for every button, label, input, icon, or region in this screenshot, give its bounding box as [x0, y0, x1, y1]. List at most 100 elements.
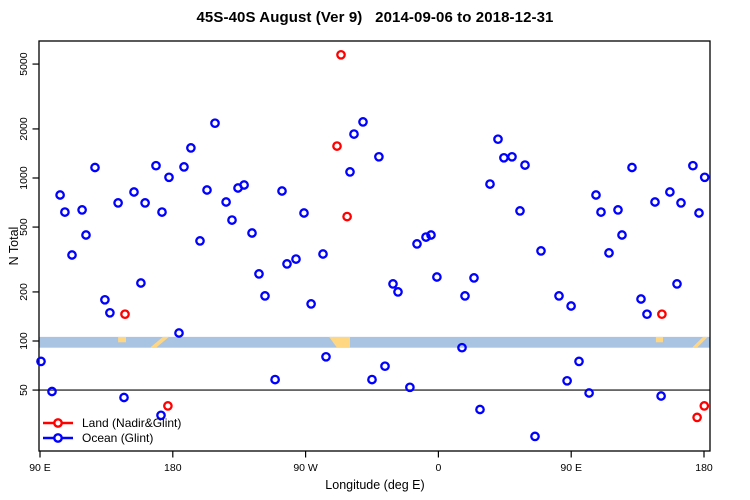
ocean-point: [665, 187, 675, 197]
ocean-point: [195, 236, 205, 246]
legend-label-land: Land (Nadir&Glint): [82, 415, 182, 430]
ocean-point: [210, 118, 220, 129]
ocean-point: [260, 291, 270, 301]
ocean-point: [656, 391, 666, 401]
ocean-point: [156, 410, 166, 421]
land-point: [332, 141, 342, 151]
ocean-point: [367, 374, 377, 385]
ocean-point: [405, 382, 415, 393]
ocean-point: [136, 278, 146, 288]
ocean-point: [277, 186, 287, 196]
legend-item-ocean: Ocean (Glint): [41, 430, 181, 445]
ocean-point: [113, 198, 123, 208]
ocean-point: [688, 160, 698, 171]
x-tick-label: 180: [164, 462, 182, 474]
legend: Land (Nadir&Glint) Ocean (Glint): [41, 415, 181, 445]
ocean-point: [164, 172, 174, 183]
y-tick-label: 2000: [18, 117, 30, 141]
ocean-point: [475, 404, 485, 415]
ocean-point: [672, 279, 682, 289]
land-point: [163, 401, 173, 411]
land-patch: [691, 336, 708, 348]
ocean-point: [393, 287, 403, 297]
ocean-point: [574, 356, 584, 367]
ocean-point: [596, 207, 606, 217]
ocean-point: [617, 230, 627, 240]
ocean-point: [699, 172, 710, 183]
ocean-point: [676, 198, 686, 208]
ocean-point: [388, 279, 398, 289]
ocean-point: [493, 134, 503, 145]
ocean-point: [507, 151, 517, 162]
land-patch: [329, 336, 350, 348]
ocean-point: [81, 230, 91, 240]
ocean-point: [554, 291, 564, 301]
ocean-point: [380, 361, 390, 372]
ocean-point: [584, 388, 594, 398]
ocean-point: [318, 249, 328, 259]
ocean-point: [306, 299, 316, 309]
y-tick-label: 500: [18, 218, 30, 236]
land-point: [336, 49, 346, 60]
land-point: [342, 211, 352, 222]
ocean-point: [36, 356, 46, 367]
ocean-point: [650, 197, 660, 207]
land-marker-icon: [43, 417, 73, 428]
chart-title: 45S-40S August (Ver 9) 2014-09-06 to 201…: [196, 9, 554, 26]
ocean-point: [520, 160, 530, 170]
land-point: [692, 412, 702, 423]
land-patch: [118, 336, 126, 343]
plot-border: [38, 40, 711, 452]
ocean-point: [530, 431, 540, 442]
ocean-point: [174, 328, 184, 338]
y-tick-label: 1000: [18, 166, 30, 190]
y-tick-label: 200: [18, 283, 30, 301]
ocean-point: [100, 294, 110, 305]
ocean-point: [460, 291, 470, 301]
ocean-point: [221, 197, 231, 207]
ocean-point: [291, 254, 301, 264]
ocean-point: [186, 143, 196, 153]
x-tick-label: 90 E: [560, 462, 582, 474]
legend-item-land: Land (Nadir&Glint): [41, 415, 181, 430]
ocean-point: [151, 160, 161, 171]
ocean-point: [90, 162, 100, 173]
land-point: [699, 401, 710, 411]
ocean-point: [345, 167, 355, 177]
ocean-point: [412, 239, 422, 249]
ocean-point: [67, 250, 77, 260]
ocean-point: [140, 198, 150, 208]
ocean-point: [282, 259, 292, 269]
ocean-point: [227, 215, 237, 225]
ocean-point: [349, 129, 359, 139]
ocean-point: [202, 185, 212, 195]
ocean-point: [485, 179, 495, 189]
ocean-point: [426, 230, 436, 240]
ocean-point: [421, 232, 431, 242]
ocean-marker-icon: [43, 432, 73, 443]
ocean-point: [321, 351, 331, 362]
land-patch: [149, 336, 169, 348]
ocean-point: [515, 206, 525, 216]
land-patch: [655, 336, 663, 343]
ocean-point: [129, 187, 139, 197]
ocean-point: [536, 246, 546, 256]
ocean-point: [604, 248, 614, 258]
ocean-point: [566, 301, 576, 311]
ocean-point: [60, 207, 70, 217]
ocean-point: [591, 190, 601, 200]
x-tick-label: 180: [695, 462, 713, 474]
y-axis-title: N Total: [7, 226, 21, 266]
ocean-point: [254, 269, 264, 279]
ocean-strip: [39, 336, 710, 348]
land-point: [120, 309, 130, 320]
land-point: [657, 309, 667, 320]
ocean-point: [457, 342, 467, 353]
ocean-point: [642, 309, 652, 320]
ocean-point: [119, 392, 129, 403]
ocean-point: [247, 228, 257, 238]
ocean-point: [358, 117, 368, 127]
ocean-point: [469, 273, 479, 283]
ocean-point: [233, 183, 243, 193]
